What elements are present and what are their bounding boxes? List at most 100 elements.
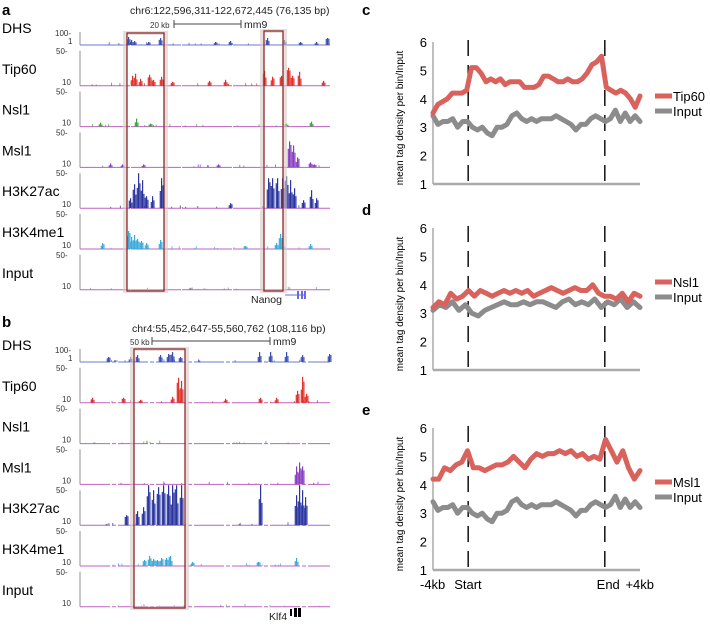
signal-peak: [304, 396, 306, 403]
signal-peak: [278, 238, 280, 249]
signal-peak: [136, 187, 138, 209]
signal-peak: [179, 388, 181, 403]
signal-peak: [155, 560, 157, 566]
signal-peak: [297, 561, 299, 566]
signal-peak: [147, 559, 149, 566]
signal-peak: [303, 470, 305, 485]
track-label: Input: [2, 582, 33, 598]
signal-peak: [295, 196, 297, 209]
signal-peak: [329, 354, 331, 362]
signal-peak: [120, 165, 122, 168]
signal-peak: [298, 394, 300, 403]
signal-peak: [158, 356, 160, 362]
signal-peak: [226, 400, 228, 403]
signal-peak: [106, 358, 108, 362]
y-tick-label: 3: [420, 120, 427, 135]
signal-peak: [124, 516, 126, 526]
signal-peak: [321, 82, 323, 86]
gene-model-nanog: [285, 291, 306, 299]
signal-peak: [297, 501, 299, 526]
highlight-box: [263, 30, 284, 292]
signal-peak: [159, 494, 161, 526]
signal-peak: [302, 355, 304, 362]
scale-bar-label-b: 50 kb: [130, 338, 150, 347]
signal-peak: [178, 358, 180, 362]
track-scale-bottom: 10: [62, 395, 71, 404]
signal-peak: [170, 83, 172, 86]
signal-peak: [132, 75, 134, 86]
signal-peak: [258, 562, 260, 566]
signal-peak: [193, 562, 195, 566]
track-scale-bottom: 1: [68, 354, 73, 363]
track-label: H3K4me1: [2, 541, 64, 557]
signal-peak: [287, 184, 289, 209]
track-h3k27ac: H3K27ac 50- 10: [2, 169, 330, 209]
signal-peak: [260, 397, 262, 403]
signal-peak: [310, 162, 312, 168]
signal-peak: [148, 485, 150, 526]
signal-peak: [149, 42, 151, 45]
signal-peak: [314, 164, 316, 168]
y-tick-label: 5: [420, 449, 427, 464]
track-label: Msl1: [2, 459, 32, 475]
track-label: DHS: [2, 337, 32, 353]
signal-peak: [162, 185, 164, 209]
signal-peak: [268, 178, 270, 209]
signal-peak: [308, 163, 310, 168]
signal-peak: [298, 42, 300, 45]
track-h3k4me1: H3K4me1 50- 10: [2, 527, 330, 567]
track-scale-top: 50-: [56, 405, 68, 414]
signal-peak: [143, 164, 145, 168]
signal-peak: [128, 37, 130, 45]
signal-peak: [290, 144, 292, 168]
x-tick-label: +4kb: [625, 577, 654, 592]
y-tick-label: 6: [420, 35, 427, 50]
track-scale-bottom: 10: [62, 78, 71, 87]
signal-peak: [144, 245, 146, 249]
signal-peak: [327, 356, 329, 362]
track-label: Input: [2, 265, 33, 281]
y-tick-label: 4: [420, 278, 427, 293]
y-tick-label: 5: [420, 63, 427, 78]
signal-peak: [132, 42, 134, 45]
track-scale-top: 50-: [56, 445, 68, 454]
signal-peak: [279, 77, 281, 86]
signal-peak: [151, 560, 153, 566]
panel-label-d: d: [362, 202, 371, 219]
signal-peak: [261, 502, 263, 526]
signal-peak: [156, 493, 158, 526]
track-scale-top: 50-: [56, 568, 68, 577]
signal-peak: [166, 558, 168, 566]
signal-peak: [312, 199, 314, 209]
signal-peak: [154, 82, 156, 86]
signal-peak: [141, 165, 143, 168]
signal-peak: [129, 39, 131, 45]
y-tick-label: 1: [420, 563, 427, 578]
signal-peak: [108, 165, 110, 168]
signal-peak: [314, 202, 316, 209]
signal-peak: [170, 556, 172, 566]
signal-peak: [301, 42, 303, 45]
track-nsl1: Nsl1 50- 10: [2, 405, 330, 445]
y-tick-label: 5: [420, 249, 427, 264]
signal-peak: [299, 485, 301, 526]
signal-peak: [317, 43, 319, 45]
signal-peak: [109, 357, 111, 362]
signal-peak: [145, 560, 147, 566]
signal-peak: [297, 75, 299, 86]
signal-peak: [144, 511, 146, 526]
y-tick-label: 3: [420, 306, 427, 321]
signal-peak: [150, 558, 152, 566]
legend-label: Input: [673, 290, 702, 305]
track-h3k4me1: H3K4me1 50- 10: [2, 210, 330, 250]
signal-peak: [162, 79, 164, 86]
signal-peak: [273, 188, 275, 209]
signal-peak: [294, 505, 296, 526]
signal-peak: [177, 503, 179, 526]
track-scale-top: 100-: [55, 29, 71, 38]
y-tick-label: 2: [420, 535, 427, 550]
y-tick-label: 2: [420, 335, 427, 350]
signal-peak: [296, 558, 298, 566]
signal-peak: [231, 204, 233, 209]
signal-peak: [312, 164, 314, 168]
